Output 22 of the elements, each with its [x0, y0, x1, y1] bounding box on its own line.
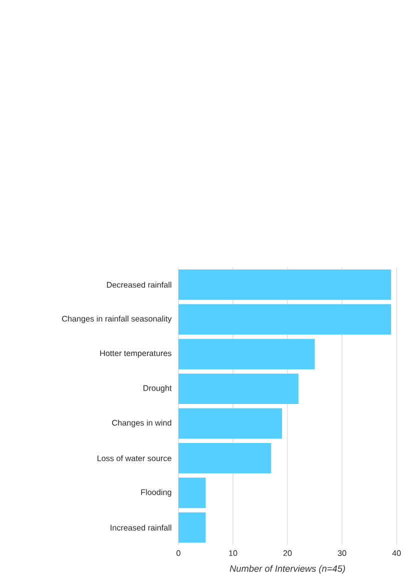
x-tick-label: 0: [176, 550, 180, 556]
bar: [178, 269, 392, 300]
y-tick-label: Changes in wind: [112, 420, 172, 428]
x-tick-label: 30: [338, 550, 346, 556]
x-tick-label: 10: [229, 550, 238, 556]
x-axis-title: Number of Interviews (n=45): [230, 565, 345, 574]
x-tick-label: 40: [392, 550, 401, 556]
bar: [178, 374, 298, 404]
y-tick-label: Drought: [144, 385, 172, 393]
bar: [178, 442, 272, 474]
x-tick-label: 20: [283, 550, 292, 556]
bar: [178, 512, 206, 543]
bar: [178, 408, 282, 439]
bar: [178, 338, 315, 370]
y-tick-label: Flooding: [141, 489, 172, 497]
y-tick-label: Increased rainfall: [110, 524, 172, 531]
bar: [178, 304, 392, 335]
bar: [178, 478, 206, 508]
y-tick-label: Decreased rainfall: [107, 282, 172, 288]
y-tick-label: Changes in rainfall seasonality: [62, 316, 172, 324]
y-tick-label: Hotter temperatures: [100, 350, 172, 358]
y-tick-label: Loss of water source: [98, 455, 172, 462]
